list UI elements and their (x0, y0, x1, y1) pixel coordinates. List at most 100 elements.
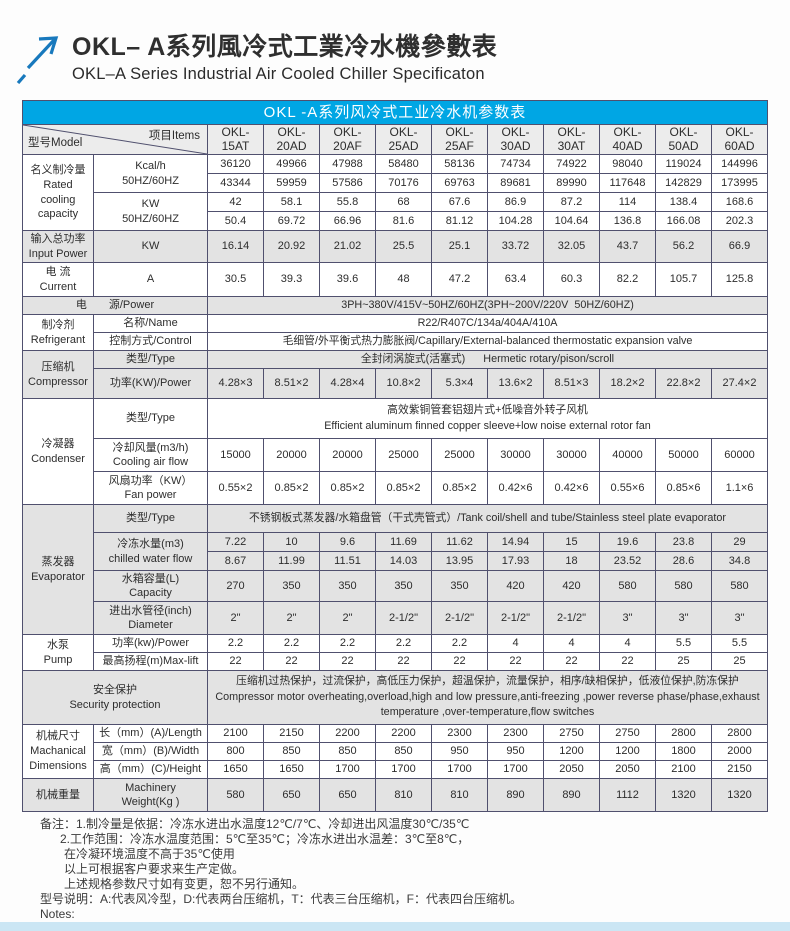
table-row: 宽（mm）(B)/Width 800 850 850 850 950 950 1200 1200… (23, 742, 768, 761)
value-cell: 28.6 (655, 551, 712, 571)
value-cell: 1200 (543, 742, 600, 761)
value-cell: 1200 (599, 742, 656, 761)
value-cell: 58.1 (263, 192, 320, 212)
value-cell: 9.6 (319, 532, 376, 552)
value-cell: 1650 (263, 760, 320, 779)
value-cell: 650 (263, 778, 320, 812)
value-cell: 25 (655, 652, 712, 671)
value-cell: 2100 (207, 724, 264, 743)
table-row: KW 50HZ/60HZ 42 58.1 55.8 68 67.6 86.9 87.2 114 1… (23, 192, 768, 231)
value-cell: 105.7 (655, 262, 712, 297)
model-header: OKL- 25AD (375, 124, 432, 155)
row-item-label: 类型/Type (93, 504, 208, 533)
value-cell: 2.2 (431, 634, 488, 653)
value-cell: 580 (599, 570, 656, 602)
value-cell: 173995 (711, 173, 768, 193)
value-cell: 890 (487, 778, 544, 812)
value-cell: 33.72 (487, 230, 544, 263)
value-cell: 4.28×4 (319, 368, 376, 399)
table-row: 功率(KW)/Power 4.28×3 8.51×2 4.28×4 10.8×2 5.3×… (23, 368, 768, 399)
table-row: 制冷剂 Refrigerant 名称/Name R22/R407C/134a/404… (22, 314, 768, 351)
row-item-label: 水箱容量(L) Capacity (93, 570, 208, 602)
value-cell: 142829 (655, 173, 712, 193)
value-cell: 20.92 (263, 230, 320, 263)
value-cell: 114 (599, 192, 656, 212)
row-item-label: 功率(KW)/Power (93, 368, 208, 399)
value-cell: 2-1/2" (431, 601, 488, 635)
value-cell: 2300 (431, 724, 488, 743)
value-cell: 89990 (543, 173, 600, 193)
value-cell: 50000 (655, 438, 712, 472)
row-group-label: 机械尺寸 Machanical Dimensions (22, 724, 94, 779)
value-cell: 4 (487, 634, 544, 653)
value-cell: 89681 (487, 173, 544, 193)
value-cell: 2050 (543, 760, 600, 779)
value-cell: 39.3 (263, 262, 320, 297)
table-row: 型号Model 项目Items OKL- 15AT OKL- 20AD OKL- 20A… (22, 124, 768, 155)
value-cell: 82.2 (599, 262, 656, 297)
value-cell: 22 (543, 652, 600, 671)
note-line: 型号说明：A:代表风冷型，D:代表两台压缩机，T：代表三台压缩机，F：代表四台压… (40, 892, 523, 906)
value-cell: 0.85×2 (375, 471, 432, 505)
value-cell: 14.03 (375, 551, 432, 571)
value-cell: 81.12 (431, 211, 488, 231)
page-subtitle: OKL–A Series Industrial Air Cooled Chill… (72, 64, 485, 83)
value-cell: 47988 (319, 154, 376, 174)
value-cell: 68 (375, 192, 432, 212)
value-cell: 32.05 (543, 230, 600, 263)
value-cell: 2050 (599, 760, 656, 779)
value-cell: 1700 (375, 760, 432, 779)
row-item-label: 高（mm）(C)/Height (93, 760, 208, 779)
value-cell: 34.8 (711, 551, 768, 571)
value-cell: 2.2 (375, 634, 432, 653)
table-row: 冷冻水量(m3) chilled water flow 7.22 10 9.6 11.6… (23, 532, 768, 571)
value-cell: 202.3 (711, 211, 768, 231)
table-banner: OKL -A系列风冷式工业冷水机参数表 (22, 100, 768, 124)
row-item-label: 功率(kw)/Power (93, 634, 208, 653)
value-cell: 119024 (655, 154, 712, 174)
value-cell: 0.85×2 (431, 471, 488, 505)
value-cell: 42 (207, 192, 264, 212)
value-cell: 39.6 (319, 262, 376, 297)
value-cell: 14.94 (487, 532, 544, 552)
value-cell: 98040 (599, 154, 656, 174)
value-cell: 87.2 (543, 192, 600, 212)
value-cell: 4 (543, 634, 600, 653)
row-item-label: KW (93, 230, 208, 263)
value-cell: 22 (319, 652, 376, 671)
value-cell: 950 (487, 742, 544, 761)
value-cell: 2800 (655, 724, 712, 743)
model-header: OKL- 20AD (263, 124, 320, 155)
value-cell: 3" (711, 601, 768, 635)
value-cell: 1800 (655, 742, 712, 761)
arrow-icon (14, 30, 66, 85)
value-cell: 25.5 (375, 230, 432, 263)
row-item-label: 名称/Name (93, 314, 208, 333)
value-cell: 144996 (711, 154, 768, 174)
value-cell: 1320 (655, 778, 712, 812)
value-cell: 1650 (207, 760, 264, 779)
value-cell: 580 (207, 778, 264, 812)
value-cell: 5.5 (711, 634, 768, 653)
value-cell: 18 (543, 551, 600, 571)
model-header: OKL- 50AD (655, 124, 712, 155)
value-cell: 2150 (711, 760, 768, 779)
spec-table-wrap: OKL -A系列风冷式工业冷水机参数表 型号Model 项目Items OKL- 1… (22, 100, 768, 812)
value-cell: 2000 (711, 742, 768, 761)
table-row: 电 流 Current A 30.5 39.3 39.6 48 47.2 63.4 60.3 82… (22, 262, 768, 297)
merged-value-cell: 3PH~380V/415V~50HZ/60HZ(3PH~200V/220V 50… (207, 296, 768, 315)
row-item-label: 宽（mm）(B)/Width (93, 742, 208, 761)
value-cell: 60.3 (543, 262, 600, 297)
value-cell: 22 (207, 652, 264, 671)
value-cell: 2-1/2" (543, 601, 600, 635)
note-line: Notes: (40, 907, 75, 921)
value-cell: 81.6 (375, 211, 432, 231)
value-cell: 2-1/2" (487, 601, 544, 635)
model-header: OKL- 25AF (431, 124, 488, 155)
value-cell: 66.96 (319, 211, 376, 231)
table-row: 50.4 69.72 66.96 81.6 81.12 104.28 104.64 136.8… (23, 211, 768, 231)
table-row: 输入总功率 Input Power KW 16.14 20.92 21.02 25.5 25… (22, 230, 768, 263)
value-cell: 67.6 (431, 192, 488, 212)
value-cell: 59959 (263, 173, 320, 193)
row-group-label: 输入总功率 Input Power (22, 230, 94, 263)
